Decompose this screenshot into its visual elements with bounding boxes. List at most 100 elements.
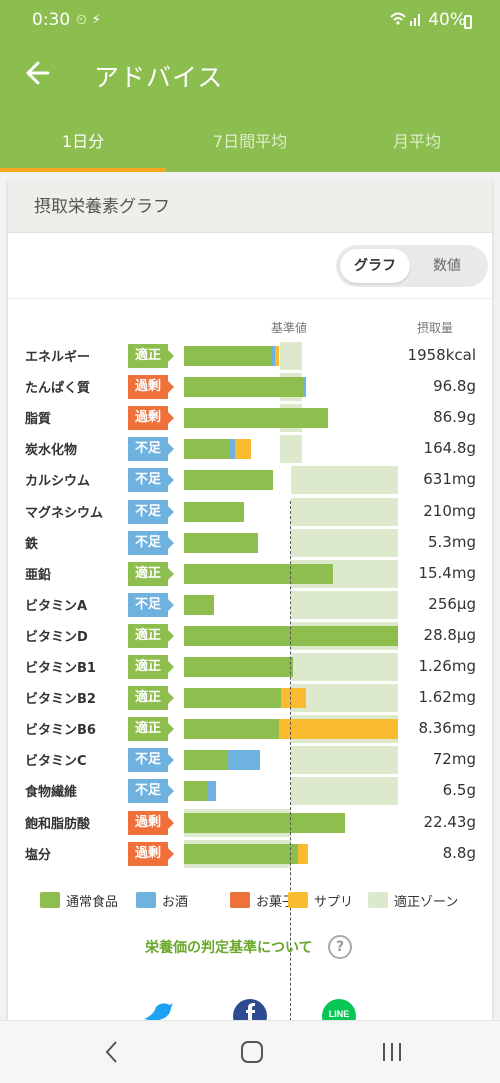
status-badge: 適正 [128, 717, 174, 742]
nutrient-name: ビタミンB1 [25, 661, 96, 676]
status-badge: 不足 [128, 437, 174, 462]
intake-bar-food [184, 625, 398, 646]
intake-bar-supplement [298, 843, 309, 864]
help-icon[interactable]: ? [328, 935, 352, 959]
status-badge: 適正 [128, 623, 174, 648]
optimal-zone [280, 342, 302, 370]
app-bar: アドバイス [0, 38, 500, 110]
nutrient-row: カルシウム 不足 631mg [8, 464, 492, 495]
home-circle-icon[interactable] [240, 1039, 264, 1069]
intake-bar-food [184, 563, 333, 584]
intake-bar-supplement [235, 439, 252, 460]
arrow-left-icon[interactable] [24, 56, 52, 90]
intake-header: 摂取量 [417, 321, 454, 335]
intake-value: 1958kcal [407, 346, 476, 364]
tab-1day[interactable]: 1日分 [0, 110, 166, 172]
optimal-zone [291, 684, 398, 713]
status-badge: 適正 [128, 686, 174, 711]
nutrient-row: エネルギー 適正 1958kcal [8, 340, 492, 371]
optimal-zone [291, 528, 398, 557]
status-badge: 不足 [128, 499, 174, 524]
nutrient-name: 塩分 [25, 847, 52, 863]
reference-header: 基準値 [271, 321, 308, 335]
number-view-button[interactable]: 数値 [433, 258, 461, 274]
intake-bar-alcohol [226, 750, 260, 771]
intake-bar-food [184, 594, 214, 615]
facebook-icon[interactable] [233, 999, 267, 1021]
nutrient-row: 亜鉛 適正 15.4mg [8, 558, 492, 589]
status-bar: 0:30 ⏲ ⚡ 40% [0, 0, 500, 38]
legend-label: お菓子 [256, 895, 296, 910]
reference-line [290, 501, 291, 1046]
status-badge: 過剰 [128, 375, 174, 400]
nutrient-row: 鉄 不足 5.3mg [8, 527, 492, 558]
intake-value: 1.62mg [418, 688, 476, 707]
tab-monthly-average[interactable]: 月平均 [334, 110, 500, 172]
battery-icon [464, 15, 472, 29]
intake-bar-food [184, 812, 345, 833]
intake-bar-alcohol [230, 439, 236, 460]
nutrient-name: エネルギー [25, 350, 91, 365]
nutrient-name: ビタミンA [25, 598, 88, 614]
nutrient-name: 食物繊維 [25, 785, 78, 801]
nutrient-name: ビタミンC [25, 754, 87, 770]
intake-bar-food [184, 377, 304, 398]
legend-label: 通常食品 [66, 895, 119, 910]
optimal-zone [291, 590, 398, 619]
intake-value: 6.5g [442, 781, 476, 800]
tab-7day-average[interactable]: 7日間平均 [167, 110, 333, 172]
intake-value: 15.4mg [418, 563, 476, 582]
status-badge: 不足 [128, 779, 174, 804]
intake-bar-food [184, 781, 208, 802]
legend-swatch [40, 892, 60, 908]
twitter-icon[interactable] [140, 999, 174, 1021]
criteria-link[interactable]: 栄養価の判定基準について [145, 940, 313, 956]
nutrient-name: ビタミンB2 [25, 692, 96, 708]
nutrient-row: 食物繊維 不足 6.5g [8, 775, 492, 806]
tab-bar: 1日分 7日間平均 月平均 [0, 110, 500, 172]
intake-value: 256μg [428, 594, 476, 613]
line-text: LINE [329, 1009, 350, 1019]
intake-bar-food [184, 439, 230, 460]
intake-bar-food [184, 532, 258, 553]
legend-swatch [368, 892, 388, 908]
battery-text: 40% [428, 10, 466, 30]
status-right: 40% [389, 10, 466, 30]
intake-value: 8.36mg [418, 719, 476, 738]
intake-value: 96.8g [433, 377, 476, 396]
intake-bar-food [184, 843, 299, 864]
optimal-zone [291, 466, 398, 495]
nutrient-name: 亜鉛 [25, 567, 52, 583]
intake-bar-alcohol [303, 377, 306, 398]
nutrient-row: たんぱく質 過剰 96.8g [8, 371, 492, 402]
intake-value: 164.8g [423, 439, 476, 458]
intake-value: 22.43g [423, 812, 476, 831]
intake-bar-alcohol [207, 781, 217, 802]
intake-bar-food [184, 657, 294, 677]
legend-swatch [230, 892, 250, 908]
graph-view-button[interactable]: グラフ [340, 249, 410, 283]
intake-value: 86.9g [433, 408, 476, 427]
nutrient-row: ビタミンC 不足 72mg [8, 744, 492, 775]
intake-bar-supplement [274, 346, 280, 366]
recents-icon[interactable] [380, 1039, 404, 1069]
nutrient-row: 炭水化物 不足 164.8g [8, 433, 492, 464]
optimal-zone [280, 435, 302, 464]
nutrient-row: 飽和脂肪酸 過剰 22.43g [8, 807, 492, 838]
legend-label: 適正ゾーン [394, 895, 459, 910]
nutrient-name: カルシウム [25, 474, 91, 490]
intake-value: 210mg [423, 501, 476, 520]
nutrient-name: ビタミンB6 [25, 723, 96, 739]
nutrient-row: ビタミンB6 適正 8.36mg [8, 713, 492, 744]
intake-bar-food [184, 346, 271, 366]
status-badge: 適正 [128, 344, 174, 368]
status-badge: 適正 [128, 655, 174, 679]
card-title: 摂取栄養素グラフ [8, 181, 492, 233]
intake-value: 8.8g [442, 843, 476, 862]
nutrient-name: 炭水化物 [25, 443, 78, 459]
nutrient-name: ビタミンD [25, 629, 88, 645]
line-icon[interactable]: LINE [322, 999, 356, 1021]
back-chevron-icon[interactable] [102, 1039, 122, 1069]
page-title: アドバイス [94, 63, 224, 92]
intake-bar-food [184, 470, 273, 491]
